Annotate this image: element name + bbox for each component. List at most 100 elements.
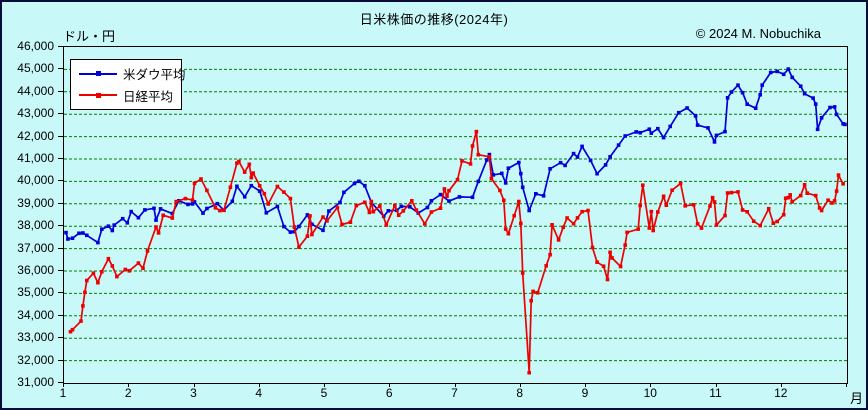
- data-point: [832, 105, 837, 109]
- legend-item-nikkei: 日経平均: [79, 86, 181, 104]
- data-point: [158, 207, 163, 211]
- plot-svg: [64, 67, 847, 375]
- data-point: [685, 106, 689, 110]
- data-point: [706, 126, 710, 130]
- copyright-text: © 2024 M. Nobuchika: [695, 26, 821, 41]
- data-point: [811, 96, 815, 100]
- data-point: [805, 191, 809, 195]
- data-point: [110, 228, 115, 233]
- data-point: [790, 75, 794, 80]
- data-point: [237, 159, 241, 164]
- data-point: [771, 221, 776, 225]
- data-point: [786, 67, 791, 71]
- y-axis-tick: [58, 337, 63, 339]
- data-point: [110, 264, 115, 268]
- y-axis-label: 46,000: [17, 39, 54, 53]
- data-point: [534, 192, 538, 196]
- data-point: [205, 206, 209, 211]
- data-point: [828, 105, 832, 110]
- data-point: [775, 219, 779, 224]
- data-point: [616, 143, 621, 147]
- y-axis-tick: [58, 292, 63, 294]
- data-point: [691, 203, 696, 207]
- data-point: [661, 194, 666, 199]
- data-point: [414, 208, 419, 212]
- series-markers-nikkei: [68, 129, 845, 375]
- x-axis-label: 3: [190, 386, 197, 400]
- data-point: [262, 191, 267, 196]
- y-axis-tick: [58, 158, 63, 159]
- data-point: [788, 193, 792, 197]
- y-axis-tick: [58, 382, 63, 383]
- data-point: [775, 69, 779, 74]
- data-point: [66, 237, 70, 241]
- x-axis-tick: [519, 383, 521, 387]
- x-axis-tick: [63, 383, 64, 387]
- data-point: [112, 223, 116, 227]
- data-point: [474, 129, 479, 134]
- data-point: [85, 278, 89, 283]
- data-point: [310, 222, 314, 227]
- data-point: [348, 220, 353, 224]
- data-point: [367, 210, 372, 215]
- x-axis-tick: [258, 383, 260, 387]
- x-axis-tick: [780, 383, 782, 387]
- data-point: [83, 290, 87, 295]
- data-point: [729, 190, 734, 195]
- data-point: [625, 230, 629, 235]
- data-point: [527, 370, 531, 375]
- data-point: [205, 188, 209, 193]
- data-point: [766, 206, 771, 211]
- data-point: [487, 152, 492, 157]
- data-point: [215, 201, 220, 206]
- x-axis-label: 4: [255, 386, 263, 400]
- data-point: [186, 202, 190, 207]
- data-point: [503, 227, 508, 231]
- data-point: [832, 199, 837, 203]
- data-point: [485, 158, 489, 162]
- data-point: [745, 102, 749, 106]
- data-point: [288, 230, 293, 234]
- data-point: [275, 184, 280, 189]
- data-point: [498, 188, 502, 193]
- data-point: [745, 210, 749, 214]
- data-point: [819, 208, 824, 213]
- data-point: [651, 228, 655, 233]
- series-line-nikkei: [69, 130, 844, 374]
- data-point: [282, 190, 286, 194]
- data-point: [235, 184, 239, 189]
- x-axis-label: 12: [774, 386, 788, 400]
- data-point: [841, 182, 845, 186]
- data-point: [638, 203, 642, 208]
- data-point: [183, 196, 188, 201]
- data-point: [445, 194, 449, 198]
- data-point: [79, 319, 83, 323]
- data-point: [190, 198, 195, 202]
- data-point: [305, 234, 310, 238]
- data-point: [758, 92, 762, 97]
- data-point: [740, 90, 745, 95]
- data-point: [783, 196, 788, 200]
- data-point: [708, 204, 712, 208]
- data-point: [251, 171, 255, 175]
- data-point: [325, 219, 329, 223]
- data-point: [321, 215, 325, 219]
- data-point: [408, 205, 412, 209]
- x-axis-label: 11: [709, 386, 722, 400]
- x-axis-tick: [324, 383, 325, 387]
- data-point: [100, 227, 104, 231]
- data-point: [736, 190, 740, 194]
- data-point: [190, 202, 195, 206]
- data-point: [292, 225, 297, 229]
- data-point: [712, 140, 717, 144]
- data-point: [199, 177, 203, 181]
- data-point: [491, 173, 496, 177]
- data-point: [588, 158, 593, 163]
- data-point: [91, 271, 96, 275]
- data-point: [647, 226, 652, 230]
- data-point: [693, 114, 698, 118]
- series-markers-dow: [64, 67, 847, 245]
- data-point: [192, 200, 197, 204]
- data-point: [257, 184, 262, 188]
